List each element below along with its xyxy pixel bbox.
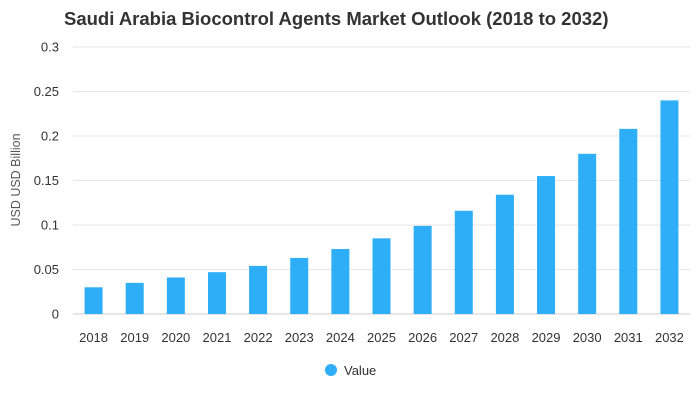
bar-2025[interactable] (372, 238, 391, 314)
tick-labels: 0 0.05 0.1 0.15 0.2 0.25 0.3 2018 2019 2020 2021 20… (34, 40, 684, 346)
bar-2026[interactable] (413, 225, 432, 314)
bar-2020[interactable] (166, 277, 185, 314)
x-tick-label: 2023 (285, 330, 314, 345)
x-tick-label: 2030 (573, 330, 602, 345)
y-tick-label: 0.15 (34, 173, 59, 188)
y-tick-label: 0.25 (34, 84, 59, 99)
bar-2019[interactable] (125, 282, 144, 314)
bar-2029[interactable] (537, 176, 556, 314)
x-tick-label: 2019 (120, 330, 149, 345)
legend-label-value: Value (344, 363, 376, 378)
bar-2022[interactable] (249, 265, 268, 314)
x-tick-label: 2024 (326, 330, 355, 345)
y-tick-label: 0.2 (41, 129, 59, 144)
x-tick-label: 2020 (161, 330, 190, 345)
y-tick-label: 0.1 (41, 218, 59, 233)
x-tick-label: 2027 (449, 330, 478, 345)
y-tick-label: 0.05 (34, 262, 59, 277)
bar-2031[interactable] (619, 128, 638, 314)
x-tick-label: 2029 (532, 330, 561, 345)
bar-2032[interactable] (660, 100, 679, 315)
x-tick-label: 2025 (367, 330, 396, 345)
chart-title: Saudi Arabia Biocontrol Agents Market Ou… (64, 8, 609, 29)
x-tick-label: 2022 (244, 330, 273, 345)
bar-2030[interactable] (578, 153, 597, 314)
y-tick-label: 0.3 (41, 40, 59, 55)
bars (84, 100, 679, 315)
legend-swatch (325, 364, 337, 376)
x-tick-label: 2026 (408, 330, 437, 345)
x-tick-label: 2021 (203, 330, 232, 345)
bar-2028[interactable] (495, 194, 514, 314)
bar-2023[interactable] (290, 257, 309, 314)
y-tick-label: 0 (52, 307, 59, 322)
y-axis-title: USD USD Billion (9, 133, 23, 226)
x-tick-label: 2028 (490, 330, 519, 345)
x-tick-label: 2018 (79, 330, 108, 345)
bar-2018[interactable] (84, 287, 103, 314)
bar-2027[interactable] (454, 210, 473, 314)
legend[interactable]: Value (325, 363, 376, 378)
bar-2021[interactable] (207, 272, 226, 314)
bar-2024[interactable] (331, 249, 350, 314)
x-tick-label: 2032 (655, 330, 684, 345)
x-tick-label: 2031 (614, 330, 643, 345)
